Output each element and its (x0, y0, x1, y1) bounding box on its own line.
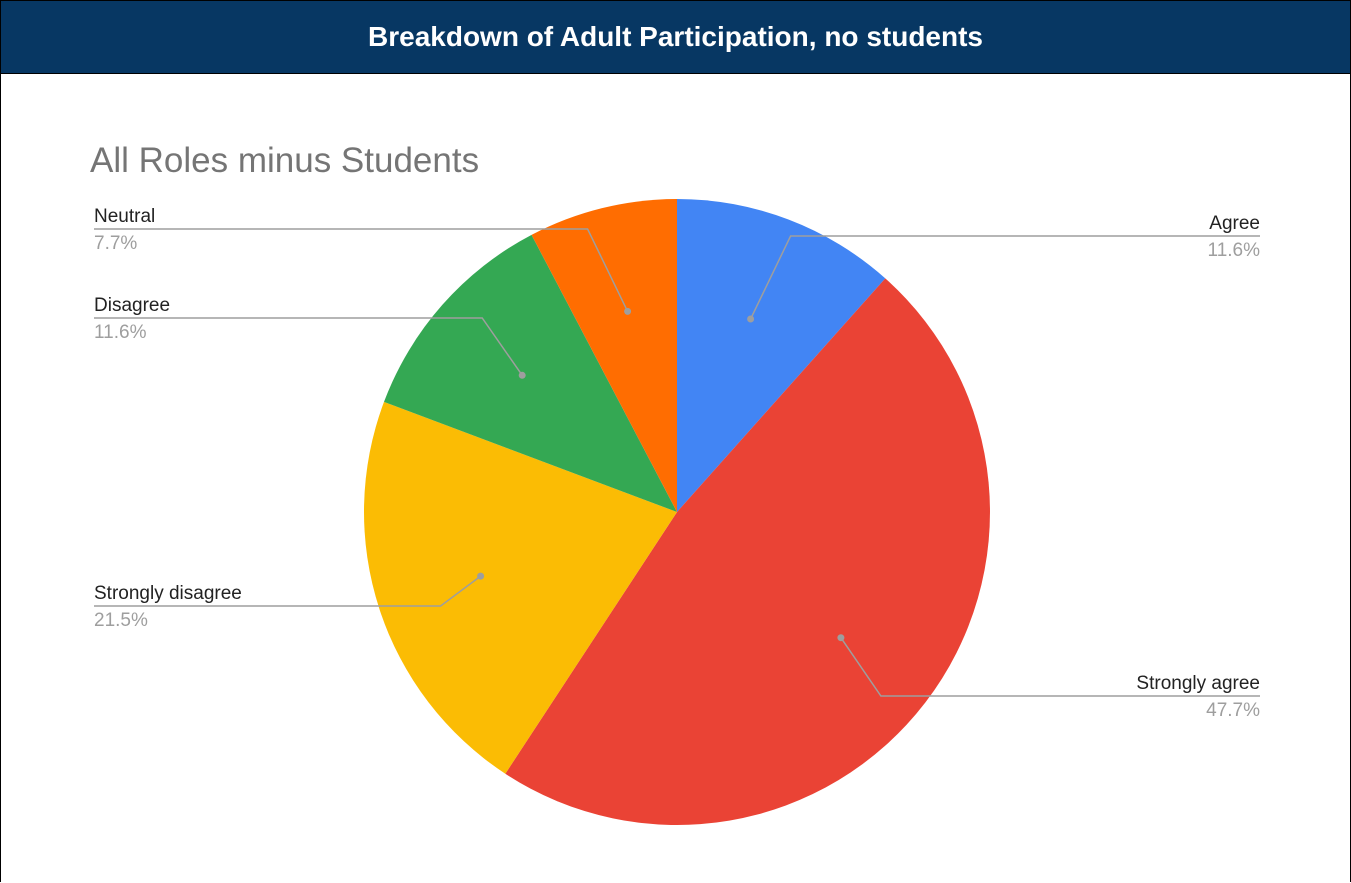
leader-line-strongly-agree (840, 637, 1260, 697)
slice-percent-disagree: 11.6% (94, 322, 147, 343)
pie-slice-agree[interactable] (677, 199, 886, 512)
pie-slice-strongly-agree[interactable] (505, 278, 990, 825)
slice-label-strongly-disagree: Strongly disagree (94, 583, 242, 604)
leader-dot-neutral (624, 307, 632, 315)
leader-lines (94, 228, 1260, 697)
leader-dot-agree (747, 315, 755, 323)
chart-title: All Roles minus Students (90, 141, 479, 180)
header-banner: Breakdown of Adult Participation, no stu… (1, 1, 1350, 74)
leader-line-strongly-disagree (94, 575, 482, 607)
pie-slices (363, 199, 990, 825)
slice-labels: Agree 11.6% Strongly agree 47.7% Strongly di… (94, 206, 1260, 721)
leader-dot-strongly-agree (837, 634, 845, 642)
slice-percent-strongly-disagree: 21.5% (94, 610, 148, 631)
leader-line-agree (749, 235, 1260, 320)
leader-line-neutral (94, 228, 629, 312)
pie-slice-neutral[interactable] (531, 199, 677, 512)
leader-line-disagree (94, 317, 523, 376)
slice-label-strongly-agree: Strongly agree (1136, 673, 1260, 694)
leader-dot-disagree (518, 371, 526, 379)
pie-slice-disagree[interactable] (383, 234, 677, 512)
slice-label-neutral: Neutral (94, 206, 155, 227)
pie-slice-strongly-disagree[interactable] (363, 401, 677, 774)
slice-percent-neutral: 7.7% (94, 233, 137, 254)
slice-label-disagree: Disagree (94, 295, 170, 316)
leader-dot-strongly-disagree (477, 572, 485, 580)
slice-percent-strongly-agree: 47.7% (1206, 700, 1260, 721)
banner-title: Breakdown of Adult Participation, no stu… (368, 21, 983, 52)
slice-percent-agree: 11.6% (1208, 240, 1261, 261)
slice-label-agree: Agree (1209, 213, 1260, 234)
